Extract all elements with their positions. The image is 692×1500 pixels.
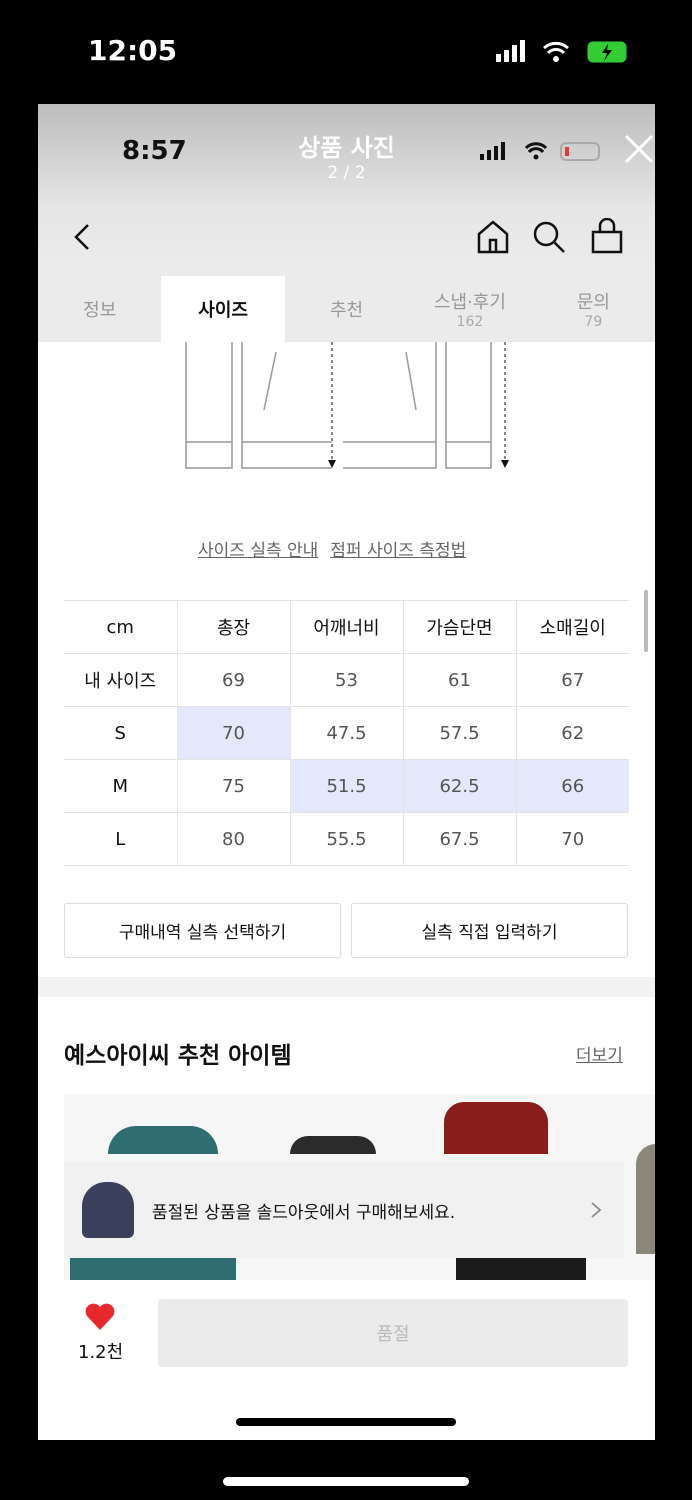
close-icon[interactable] [624, 134, 654, 164]
jacket-measurement-diagram [185, 342, 509, 469]
chevron-right-icon [591, 1202, 602, 1218]
tab-bar: 정보 사이즈 추천 스냅·후기 162 문의 79 [38, 276, 655, 342]
bottom-bar: 1.2천 품절 [38, 1280, 655, 1440]
table-row: M 75 51.5 62.5 66 [64, 759, 629, 813]
cart-icon[interactable] [590, 218, 624, 254]
tab-recommend[interactable]: 추천 [329, 300, 364, 321]
soldout-banner[interactable]: 품절된 상품을 솔드아웃에서 구매해보세요. [64, 1162, 624, 1258]
like-count: 1.2천 [78, 1342, 124, 1363]
home-indicator [236, 1418, 456, 1426]
app-screen: 8:57 상품 사진 2 / 2 정보 사이즈 추천 스냅·후기 162 문의 79 [38, 104, 655, 1440]
table-row: 내 사이즈 69 53 61 67 [64, 653, 629, 707]
clock: 12:05 [88, 34, 178, 67]
purchase-history-button[interactable]: 구매내역 실측 선택하기 [64, 903, 341, 958]
product-image[interactable] [70, 1256, 236, 1280]
tab-qna[interactable]: 문의 79 [576, 292, 610, 330]
home-icon[interactable] [476, 220, 510, 254]
table-row: S 70 47.5 57.5 62 [64, 706, 629, 760]
scrollbar[interactable] [644, 590, 648, 652]
inner-clock: 8:57 [122, 136, 187, 166]
outer-home-indicator [223, 1477, 469, 1486]
product-image[interactable] [108, 1126, 218, 1154]
inner-status-icons [480, 142, 600, 161]
product-image[interactable] [290, 1136, 376, 1154]
search-icon[interactable] [532, 220, 566, 254]
recommend-title: 예스아이씨 추천 아이템 [64, 1043, 292, 1069]
direct-input-button[interactable]: 실측 직접 입력하기 [351, 903, 628, 958]
measure-method-link[interactable]: 점퍼 사이즈 측정법 [330, 541, 467, 561]
tab-reviews[interactable]: 스냅·후기 162 [433, 292, 506, 330]
size-table: cm 총장 어깨너비 가슴단면 소매길이 내 사이즈 69 53 61 67 S 70 47.5 57… [64, 600, 629, 866]
table-row: L 80 55.5 67.5 70 [64, 812, 629, 866]
soldout-button[interactable]: 품절 [158, 1299, 628, 1367]
outer-status-bar: 12:05 [0, 0, 692, 104]
status-icons [496, 40, 627, 63]
tab-info[interactable]: 정보 [83, 300, 117, 321]
product-image[interactable] [444, 1102, 548, 1154]
banner-text: 품절된 상품을 솔드아웃에서 구매해보세요. [152, 1202, 456, 1223]
product-image[interactable] [636, 1144, 655, 1254]
heart-icon[interactable] [84, 1302, 116, 1332]
more-link[interactable]: 더보기 [576, 1046, 623, 1066]
header: 8:57 상품 사진 2 / 2 [38, 104, 655, 276]
section-divider [38, 977, 655, 997]
table-header-row: cm 총장 어깨너비 가슴단면 소매길이 [64, 600, 629, 654]
back-icon[interactable] [72, 222, 92, 252]
product-image[interactable] [456, 1256, 586, 1280]
viewer-counter: 2 / 2 [327, 163, 366, 183]
banner-product-image [82, 1182, 134, 1238]
viewer-title: 상품 사진 [298, 134, 395, 162]
tab-size[interactable]: 사이즈 [161, 276, 285, 342]
size-guide-link[interactable]: 사이즈 실측 안내 [198, 541, 319, 561]
